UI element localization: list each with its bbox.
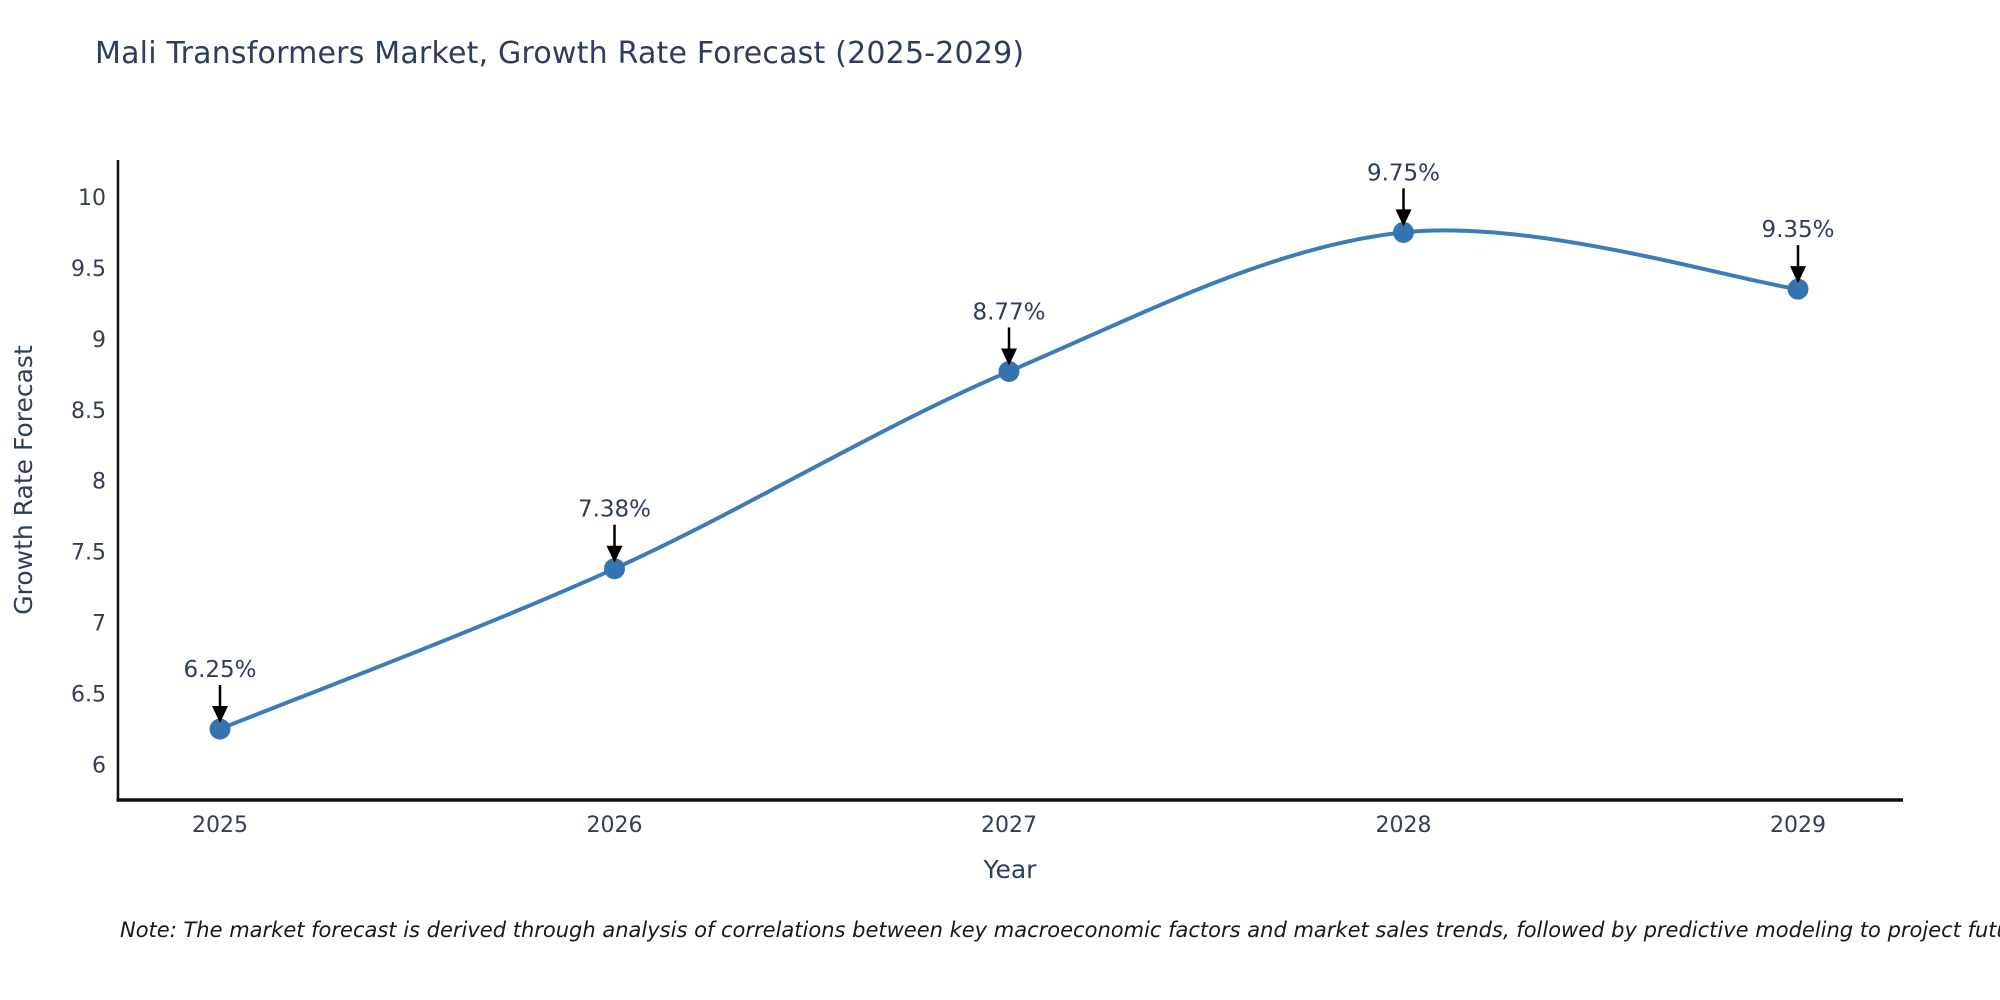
y-tick-label: 8.5 <box>71 399 106 424</box>
y-axis-title: Growth Rate Forecast <box>9 345 38 615</box>
annotation-arrowhead <box>212 706 228 724</box>
chart-title: Mali Transformers Market, Growth Rate Fo… <box>95 36 1025 71</box>
footnote: Note: The market forecast is derived thr… <box>120 918 2000 942</box>
data-point-2025 <box>209 718 231 740</box>
data-point-2027 <box>998 360 1020 382</box>
annotation-arrowhead <box>1395 209 1412 227</box>
data-point-2029 <box>1787 278 1809 300</box>
annotation-arrowhead <box>1001 348 1017 366</box>
y-tick-label: 6 <box>92 754 106 779</box>
y-tick-label: 7.5 <box>71 541 106 566</box>
y-tick-label: 8 <box>92 470 106 495</box>
annotation-arrowhead <box>606 545 623 563</box>
y-tick-label: 9.5 <box>71 257 106 282</box>
x-tick-label: 2027 <box>981 813 1037 838</box>
x-axis-title: Year <box>983 855 1038 884</box>
data-point-2028 <box>1393 221 1414 243</box>
point-value-label: 7.38% <box>578 497 651 523</box>
y-tick-label: 6.5 <box>71 683 106 708</box>
point-value-label: 9.35% <box>1761 217 1834 243</box>
x-tick-label: 2029 <box>1770 813 1826 838</box>
y-tick-label: 9 <box>92 328 106 353</box>
x-tick-label: 2025 <box>192 813 248 838</box>
x-tick-label: 2028 <box>1376 813 1432 838</box>
y-tick-label: 10 <box>78 186 106 211</box>
data-point-2026 <box>604 558 625 580</box>
annotation-arrowhead <box>1790 266 1806 284</box>
y-tick-label: 7 <box>92 612 106 637</box>
point-value-label: 8.77% <box>972 299 1045 325</box>
point-value-label: 9.75% <box>1367 160 1440 186</box>
x-tick-label: 2026 <box>587 813 643 838</box>
point-value-label: 6.25% <box>183 657 256 683</box>
